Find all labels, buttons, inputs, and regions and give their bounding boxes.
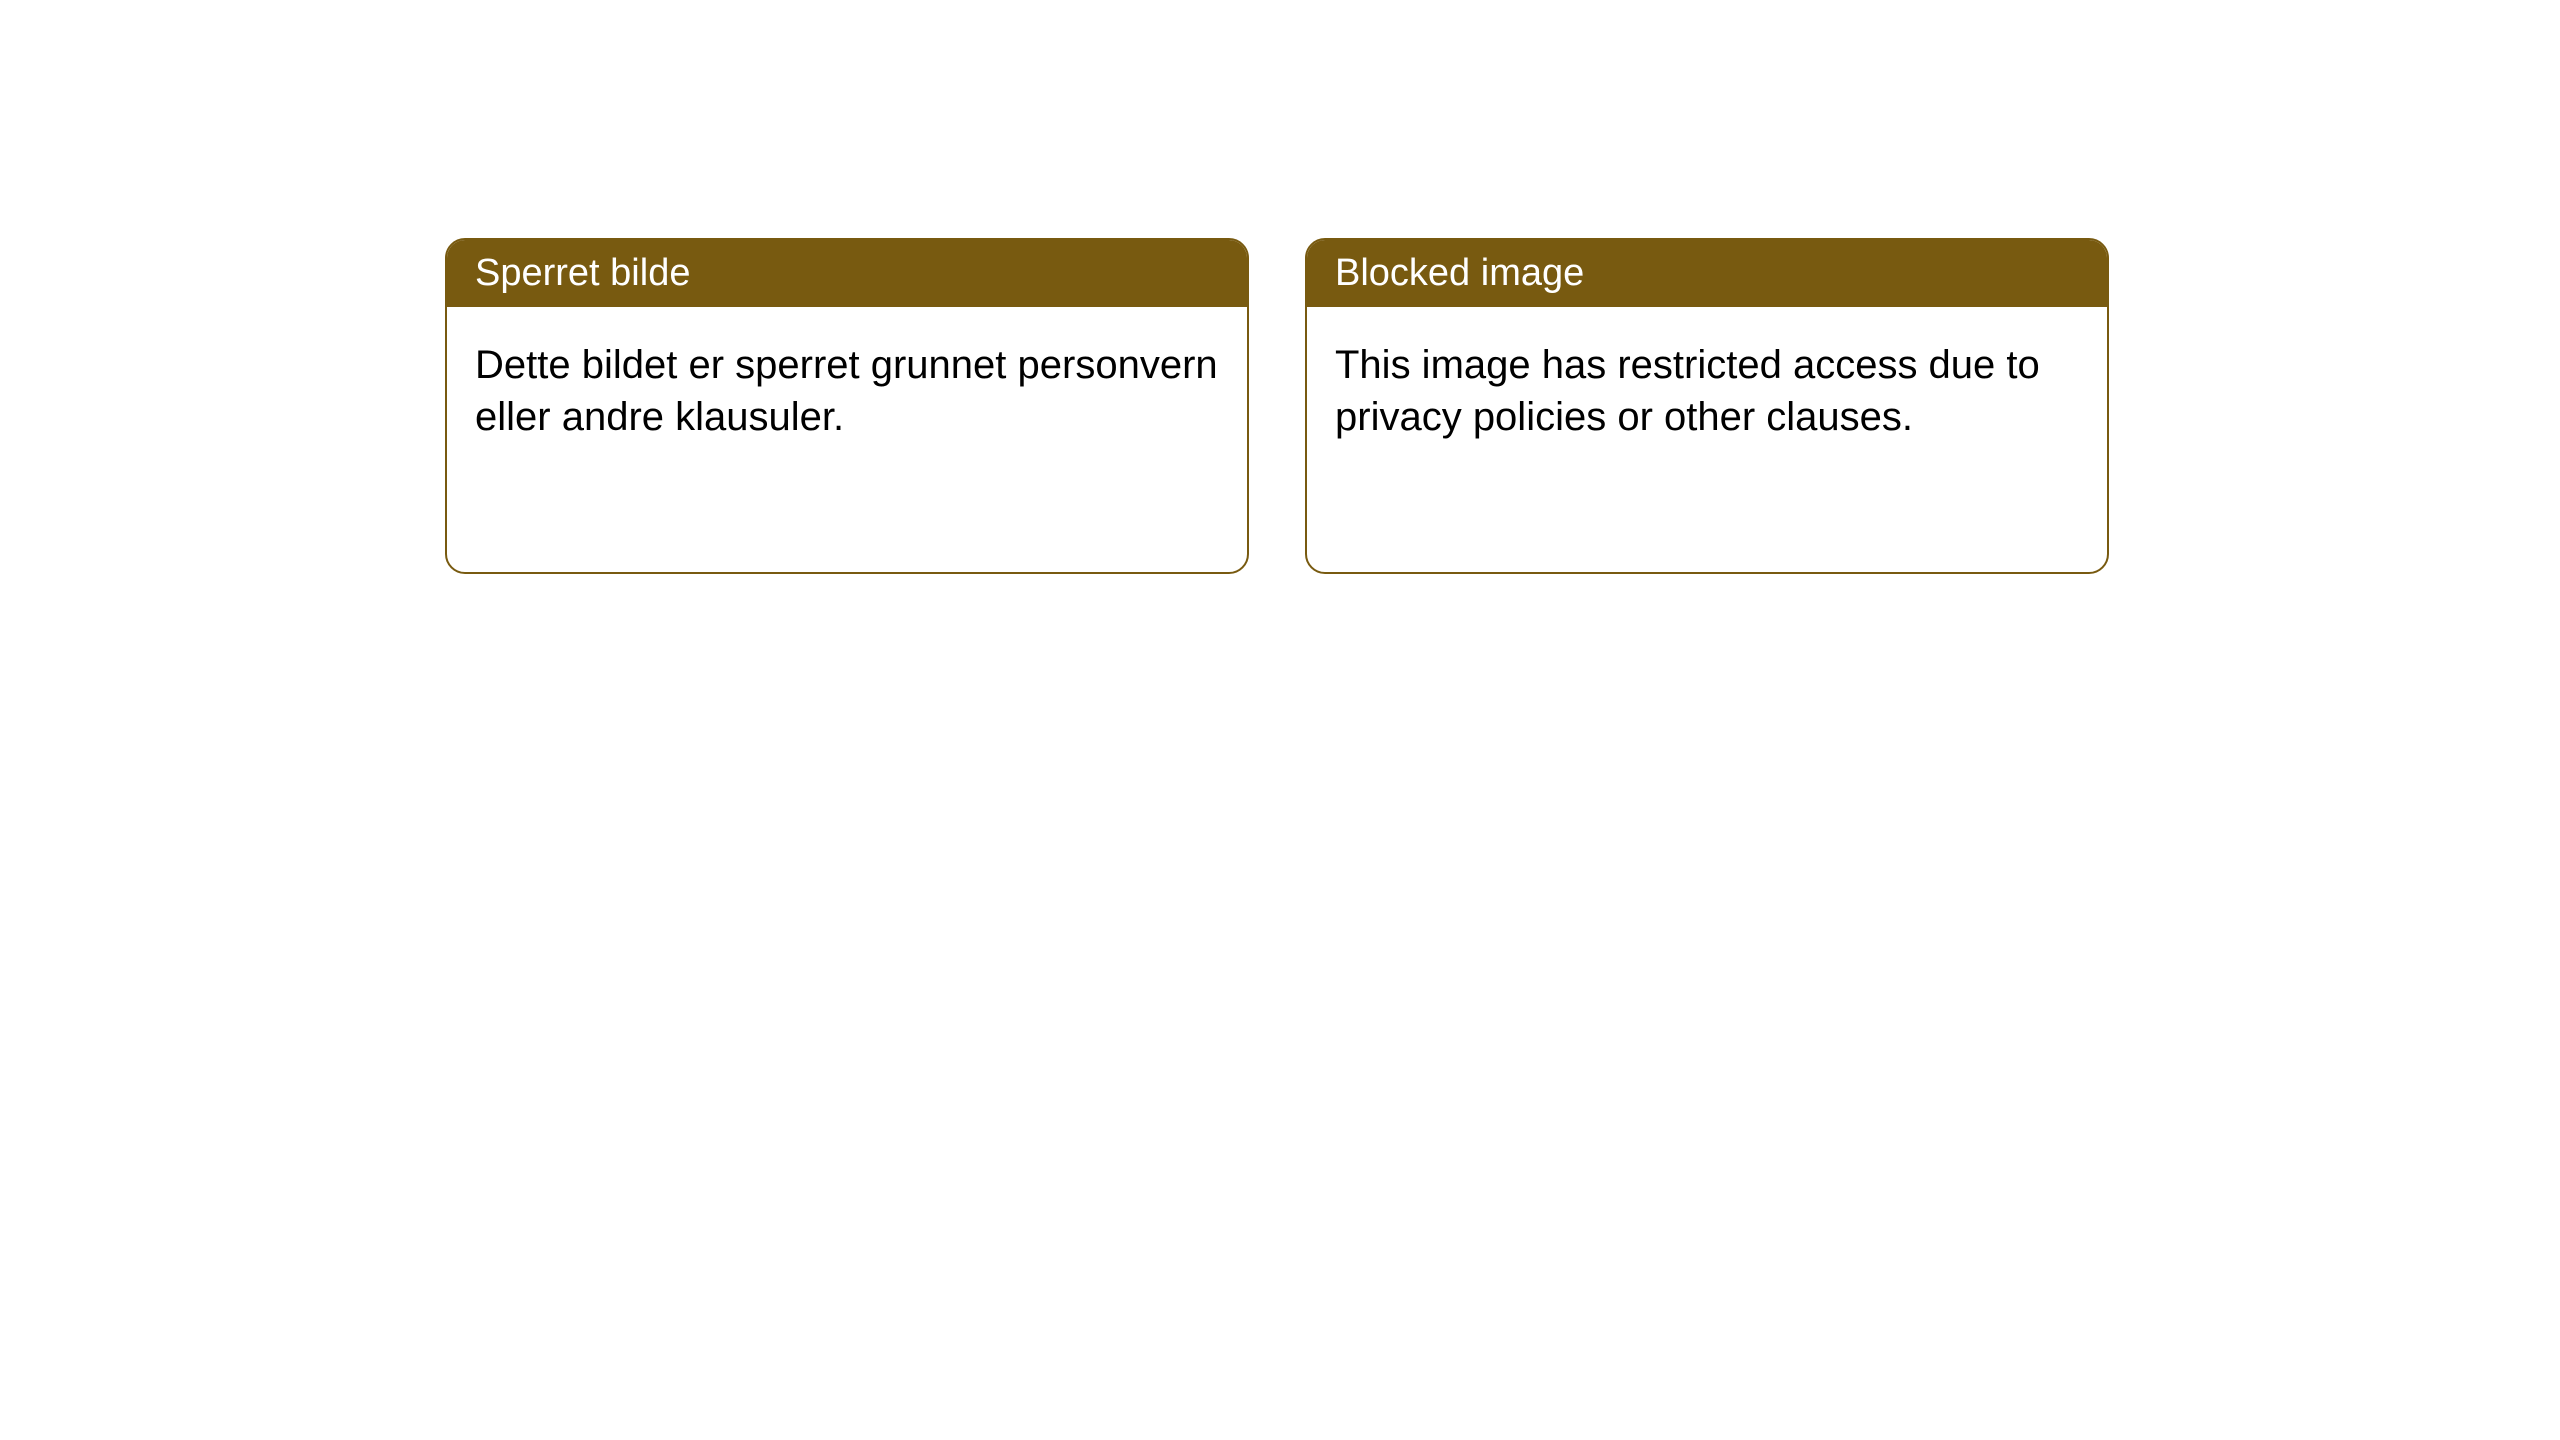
- card-body-text: This image has restricted access due to …: [1335, 343, 2040, 439]
- card-body: This image has restricted access due to …: [1307, 307, 2107, 475]
- card-header: Sperret bilde: [447, 240, 1247, 307]
- card-header-text: Sperret bilde: [475, 252, 690, 294]
- notice-card-english: Blocked image This image has restricted …: [1305, 238, 2109, 574]
- notice-card-norwegian: Sperret bilde Dette bildet er sperret gr…: [445, 238, 1249, 574]
- card-body: Dette bildet er sperret grunnet personve…: [447, 307, 1247, 475]
- card-header-text: Blocked image: [1335, 252, 1584, 294]
- card-body-text: Dette bildet er sperret grunnet personve…: [475, 343, 1218, 439]
- card-header: Blocked image: [1307, 240, 2107, 307]
- notice-container: Sperret bilde Dette bildet er sperret gr…: [445, 238, 2109, 574]
